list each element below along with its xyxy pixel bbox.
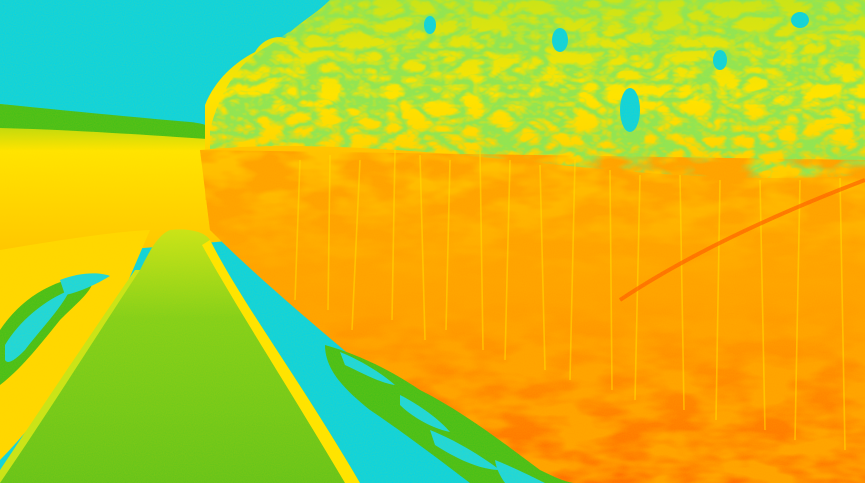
thermal-grain <box>0 0 865 483</box>
thermal-image <box>0 0 865 483</box>
thermal-scene <box>0 0 865 483</box>
